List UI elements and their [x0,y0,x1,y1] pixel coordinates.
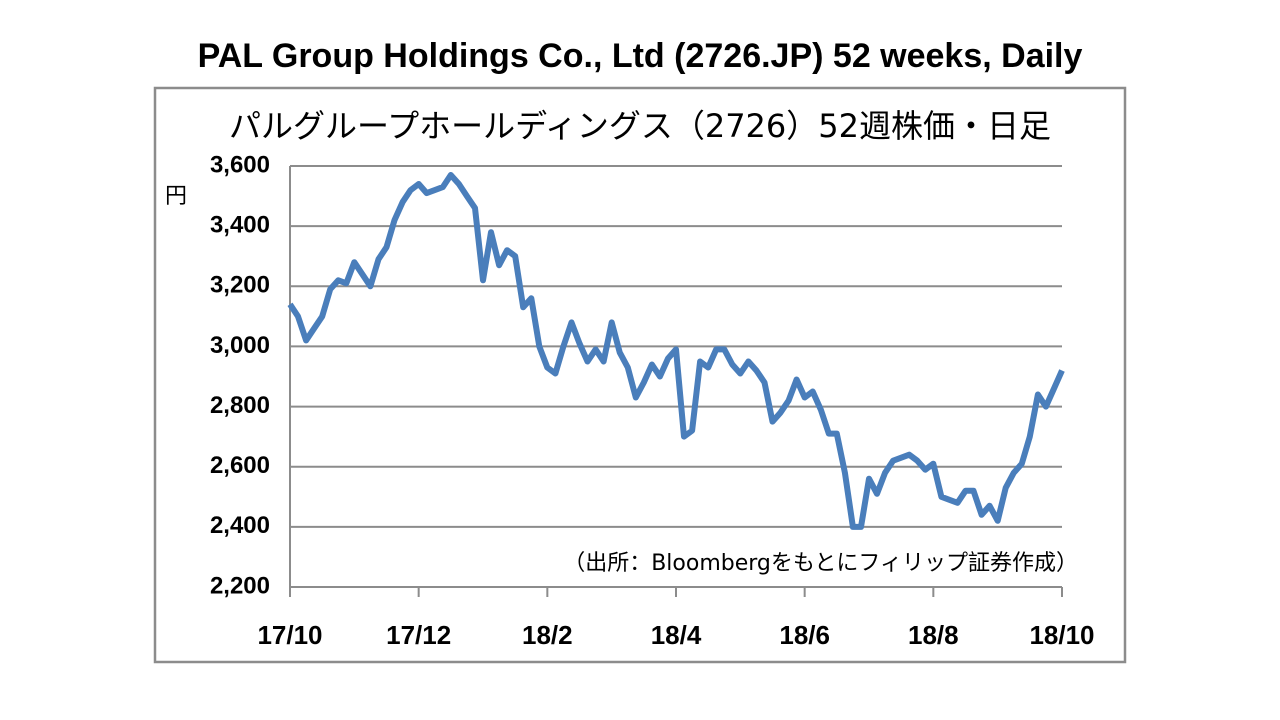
y-tick-label: 2,800 [210,392,270,419]
y-tick-label: 2,600 [210,452,270,479]
x-tick-label: 17/12 [386,620,451,650]
y-tick-label: 3,400 [210,211,270,238]
x-tick-label: 18/6 [779,620,830,650]
price-line [287,172,1065,530]
x-tick-label: 18/2 [522,620,573,650]
y-tick-label: 3,200 [210,272,270,299]
y-tick-label: 2,400 [210,512,270,539]
y-tick-label: 3,000 [210,332,270,359]
x-tick-label: 18/8 [908,620,959,650]
x-tick-label: 18/4 [651,620,702,650]
y-tick-label: 2,200 [210,572,270,599]
x-tick-label: 17/10 [257,620,322,650]
chart-frame [153,86,1127,664]
chart-title: PAL Group Holdings Co., Ltd (2726.JP) 52… [198,37,1083,75]
y-unit: 円 [165,184,187,209]
source-note: （出所：Bloombergをもとにフィリップ証券作成） [563,551,1078,576]
x-tick-label: 18/10 [1029,620,1094,650]
y-tick-label: 3,600 [210,151,270,178]
chart-subtitle: パルグループホールディングス（2726）52週株価・日足 [229,107,1051,145]
